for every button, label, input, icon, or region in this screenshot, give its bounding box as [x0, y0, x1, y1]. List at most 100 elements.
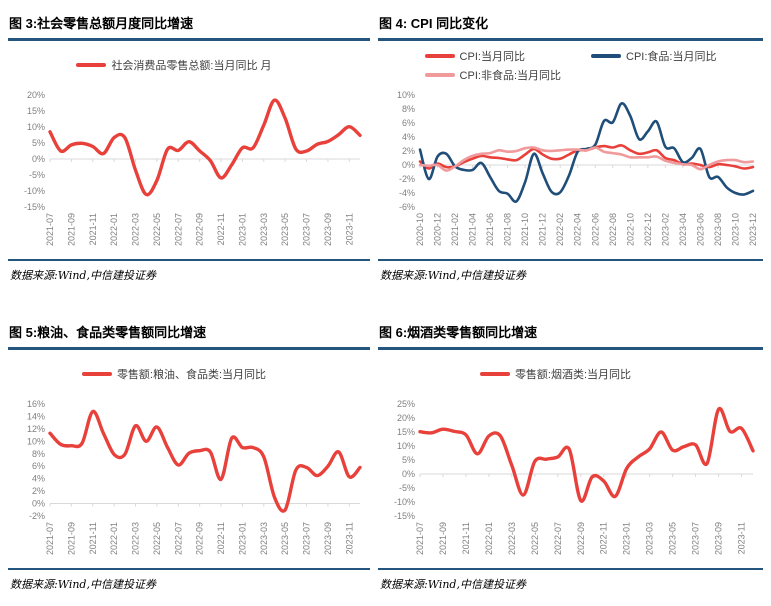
svg-text:2021-09: 2021-09 [438, 522, 448, 555]
svg-text:12%: 12% [27, 424, 45, 434]
figure-5-legend: 零售额:粮油、食品类:当月同比 [8, 350, 370, 396]
svg-text:5%: 5% [402, 455, 415, 465]
svg-text:2023-03: 2023-03 [645, 522, 655, 555]
figure-5-title: 图 5:粮油、食品类零售额同比增速 [9, 325, 207, 340]
svg-text:2023-02: 2023-02 [660, 213, 670, 246]
svg-text:-6%: -6% [399, 202, 415, 212]
title-divider [378, 347, 763, 350]
svg-text:15%: 15% [27, 106, 45, 116]
line-swatch-icon [479, 372, 510, 376]
svg-text:2022-11: 2022-11 [216, 522, 226, 554]
svg-text:2020-12: 2020-12 [433, 213, 443, 246]
svg-text:4%: 4% [402, 132, 415, 142]
svg-text:16%: 16% [27, 399, 45, 409]
svg-text:2021-04: 2021-04 [468, 213, 478, 246]
svg-text:2022-03: 2022-03 [131, 522, 141, 555]
svg-text:5%: 5% [32, 138, 45, 148]
svg-text:2022-03: 2022-03 [507, 522, 517, 555]
line-swatch-icon [424, 53, 455, 58]
legend-label: CPI:非食品:当月同比 [459, 69, 561, 82]
svg-text:2023-01: 2023-01 [237, 522, 247, 555]
svg-text:2022-09: 2022-09 [195, 522, 205, 555]
figure-card-3: 图 3:社会零售总额月度同比增速 社会消费品零售总额:当月同比 月 20% 15%… [8, 10, 370, 285]
line-swatch-icon [424, 72, 455, 77]
svg-text:2023-11: 2023-11 [737, 522, 747, 554]
svg-text:-15%: -15% [394, 511, 415, 521]
svg-text:2021-06: 2021-06 [485, 213, 495, 246]
svg-text:2023-07: 2023-07 [302, 522, 312, 555]
svg-text:2021-11: 2021-11 [461, 522, 471, 554]
svg-text:0%: 0% [32, 499, 45, 509]
svg-text:6%: 6% [402, 118, 415, 128]
svg-text:2023-03: 2023-03 [259, 213, 269, 246]
svg-text:15%: 15% [397, 427, 415, 437]
figure-6-line-chart: 25% 20% 15% 10% 5% 0% -5% -10% -15%2021-07 2021-0… [394, 399, 755, 555]
figure-4-legend: CPI:当月同比 CPI:食品:当月同比 CPI:非食品:当月同比 [378, 41, 763, 87]
svg-text:2022-03: 2022-03 [131, 213, 141, 246]
svg-text:-15%: -15% [24, 202, 45, 212]
figure-3-legend: 社会消费品零售总额:当月同比 月 [8, 41, 370, 87]
legend-label: 零售额:粮油、食品类:当月同比 [116, 369, 267, 381]
svg-text:2022-08: 2022-08 [608, 213, 618, 246]
source-note: 数据来源:Wind,中信建投证券 [378, 568, 763, 594]
legend-item: CPI:非食品:当月同比 [424, 67, 561, 83]
svg-text:2022-07: 2022-07 [553, 522, 563, 555]
svg-text:2022-01: 2022-01 [109, 213, 119, 246]
figure-3-line-chart: 20% 15% 10% 5% 0% -5% -10% -15%2021-07 2021-09 20… [24, 90, 362, 246]
figure-6-title: 图 6:烟酒类零售额同比增速 [379, 325, 538, 340]
svg-text:6%: 6% [32, 461, 45, 471]
svg-text:2023-09: 2023-09 [714, 522, 724, 555]
legend-item: CPI:食品:当月同比 [591, 48, 716, 64]
legend-item: 零售额:烟酒类:当月同比 [479, 366, 632, 382]
svg-text:2021-08: 2021-08 [503, 213, 513, 246]
svg-text:2022-05: 2022-05 [530, 522, 540, 555]
line-swatch-icon [81, 372, 112, 376]
figure-card-4: 图 4: CPI 同比变化 CPI:当月同比 CPI:食品:当月同比 CPI:非… [378, 10, 763, 285]
svg-text:-5%: -5% [29, 170, 45, 180]
svg-text:2021-02: 2021-02 [450, 213, 460, 246]
legend-label: CPI:食品:当月同比 [626, 50, 717, 63]
line-swatch-icon [76, 63, 107, 67]
svg-text:2022-07: 2022-07 [173, 213, 183, 246]
svg-text:2020-10: 2020-10 [415, 213, 425, 246]
svg-text:2022-04: 2022-04 [573, 213, 583, 246]
svg-text:2023-03: 2023-03 [259, 522, 269, 555]
svg-text:8%: 8% [402, 104, 415, 114]
legend-label: 零售额:烟酒类:当月同比 [514, 369, 632, 381]
svg-text:2022-09: 2022-09 [195, 213, 205, 246]
source-note: 数据来源:Wind,中信建投证券 [378, 259, 763, 285]
svg-text:2023-07: 2023-07 [302, 213, 312, 246]
svg-text:2022-01: 2022-01 [484, 522, 494, 555]
svg-text:2021-12: 2021-12 [538, 213, 548, 246]
svg-text:2021-11: 2021-11 [88, 522, 98, 554]
legend-item: 社会消费品零售总额:当月同比 月 [76, 57, 272, 73]
svg-text:0%: 0% [402, 469, 415, 479]
figure-4-line-chart: 10% 8% 6% 4% 2% 0% -2% -4% -6%2020-10 2020-12 2021… [397, 90, 758, 246]
svg-text:-2%: -2% [29, 511, 45, 521]
legend-item: CPI:当月同比 [424, 48, 525, 64]
svg-text:2023-05: 2023-05 [280, 522, 290, 555]
svg-text:2021-09: 2021-09 [66, 522, 76, 555]
svg-text:2022-11: 2022-11 [599, 522, 609, 554]
svg-text:10%: 10% [397, 441, 415, 451]
svg-text:20%: 20% [397, 413, 415, 423]
svg-text:-2%: -2% [399, 174, 415, 184]
svg-text:-10%: -10% [394, 497, 415, 507]
svg-text:4%: 4% [32, 474, 45, 484]
svg-text:0%: 0% [402, 160, 415, 170]
svg-text:14%: 14% [27, 411, 45, 421]
svg-text:2022-06: 2022-06 [590, 213, 600, 246]
svg-text:2021-10: 2021-10 [520, 213, 530, 246]
svg-text:2022-07: 2022-07 [173, 522, 183, 555]
source-note: 数据来源:Wind,中信建投证券 [8, 568, 370, 594]
svg-text:2022-09: 2022-09 [576, 522, 586, 555]
svg-text:2022-05: 2022-05 [152, 522, 162, 555]
svg-text:2023-04: 2023-04 [678, 213, 688, 246]
svg-text:10%: 10% [27, 436, 45, 446]
svg-text:-4%: -4% [399, 188, 415, 198]
svg-text:10%: 10% [397, 90, 415, 100]
svg-text:2023-07: 2023-07 [691, 522, 701, 555]
figure-card-6: 图 6:烟酒类零售额同比增速 零售额:烟酒类:当月同比 25% 20% 15% 10%… [378, 319, 763, 594]
figure-5-line-chart: 16% 14% 12% 10% 8% 6% 4% 2% 0% -2%2021-07 2021-09 2… [27, 399, 362, 555]
